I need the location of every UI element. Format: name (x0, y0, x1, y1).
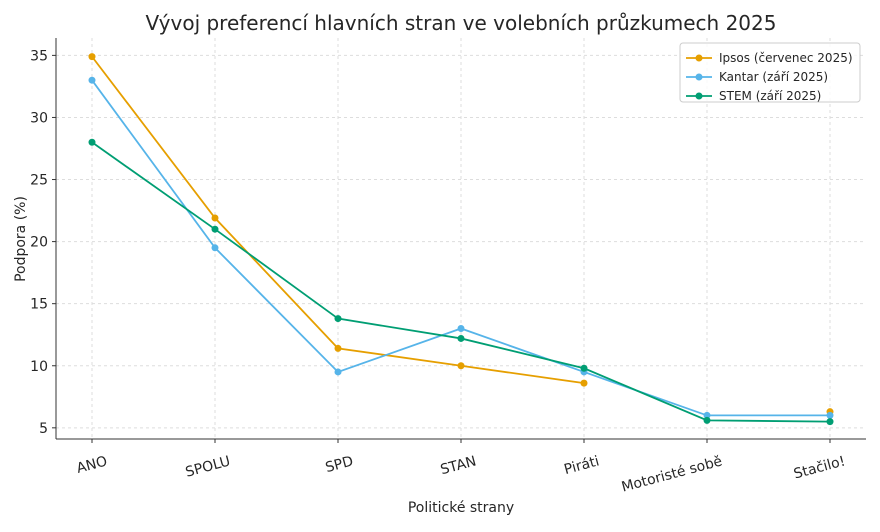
data-point (580, 364, 588, 372)
data-point (826, 418, 834, 426)
data-point (211, 214, 219, 222)
y-tick-label: 5 (39, 421, 48, 437)
data-point (88, 138, 96, 146)
chart-title: Vývoj preferencí hlavních stran ve voleb… (146, 11, 777, 35)
axes: 5 10 15 20 25 30 35 ANO SPOLU SPD STAN Piráti Motori… (30, 38, 866, 496)
grid (56, 38, 866, 439)
data-point (457, 334, 465, 342)
y-axis-label: Podpora (%) (13, 196, 29, 282)
data-point (88, 76, 96, 84)
legend-label: Ipsos (červenec 2025) (719, 51, 853, 65)
legend-label: STEM (září 2025) (719, 89, 821, 103)
legend-label: Kantar (září 2025) (719, 70, 828, 84)
x-tick-label: ANO (75, 453, 109, 476)
x-axis-label: Politické strany (408, 500, 514, 516)
y-tick-label: 15 (30, 297, 48, 313)
x-tick-label: SPOLU (184, 453, 232, 480)
data-point (88, 53, 96, 61)
legend: Ipsos (červenec 2025) Kantar (září 2025) S… (679, 42, 861, 103)
data-point (703, 416, 711, 424)
x-tick-label: SPD (324, 453, 355, 476)
series-0 (88, 53, 834, 416)
legend-marker (695, 73, 703, 81)
data-point (211, 225, 219, 233)
series-2 (88, 138, 834, 426)
y-tick-label: 30 (30, 110, 48, 126)
x-tick-label: Piráti (562, 453, 601, 478)
y-tick-label: 25 (30, 173, 48, 189)
data-point (580, 379, 588, 387)
data-point (334, 344, 342, 352)
legend-marker (695, 54, 703, 62)
y-tick-label: 10 (30, 359, 48, 375)
data-point (457, 325, 465, 333)
x-tick-label: Stačilo! (792, 453, 847, 482)
legend-marker (695, 92, 703, 100)
y-tick-label: 35 (30, 48, 48, 64)
data-point (334, 315, 342, 323)
data-point (457, 362, 465, 370)
data-point (703, 411, 711, 419)
data-point (211, 244, 219, 252)
y-tick-label: 20 (30, 235, 48, 251)
data-point (826, 411, 834, 419)
x-tick-label: STAN (439, 453, 478, 478)
data-point (334, 368, 342, 376)
x-tick-label: Motoristé sobě (620, 453, 724, 495)
series-group (88, 53, 834, 426)
